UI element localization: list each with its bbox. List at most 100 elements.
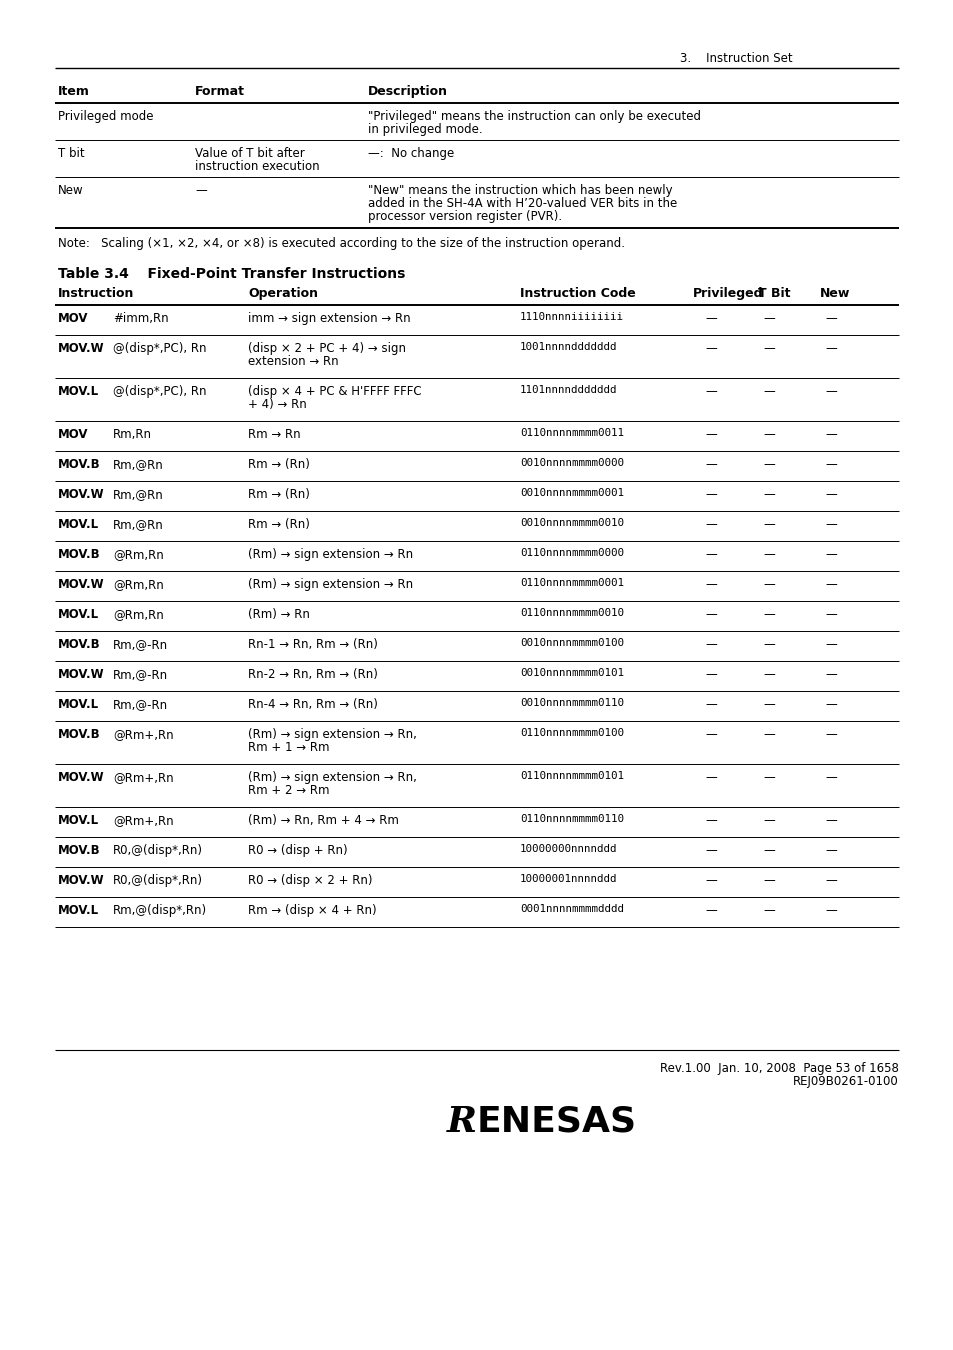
Text: MOV.W: MOV.W (58, 487, 105, 501)
Text: —: — (824, 518, 836, 531)
Text: —: — (824, 312, 836, 325)
Text: Privileged: Privileged (692, 288, 762, 300)
Text: T bit: T bit (58, 147, 85, 161)
Text: MOV.W: MOV.W (58, 578, 105, 591)
Text: Value of T bit after: Value of T bit after (194, 147, 304, 161)
Text: 0010nnnnmmmm0110: 0010nnnnmmmm0110 (519, 698, 623, 707)
Text: processor version register (PVR).: processor version register (PVR). (368, 211, 561, 223)
Text: —: — (704, 844, 716, 857)
Text: MOV.L: MOV.L (58, 608, 99, 621)
Text: —: — (194, 184, 207, 197)
Text: —: — (704, 873, 716, 887)
Text: —: — (762, 428, 774, 441)
Text: Rev.1.00  Jan. 10, 2008  Page 53 of 1658: Rev.1.00 Jan. 10, 2008 Page 53 of 1658 (659, 1062, 898, 1075)
Text: #imm,Rn: #imm,Rn (112, 312, 169, 325)
Text: (Rm) → Rn: (Rm) → Rn (248, 608, 310, 621)
Text: —: — (762, 728, 774, 741)
Text: —: — (704, 904, 716, 917)
Text: Table 3.4: Table 3.4 (58, 267, 129, 281)
Text: Description: Description (368, 85, 448, 99)
Text: Rm,@Rn: Rm,@Rn (112, 487, 164, 501)
Text: —: — (824, 668, 836, 680)
Text: —: — (704, 668, 716, 680)
Text: 1001nnnnddddddd: 1001nnnnddddddd (519, 342, 617, 352)
Text: —: — (824, 428, 836, 441)
Text: MOV.L: MOV.L (58, 814, 99, 828)
Text: Operation: Operation (248, 288, 317, 300)
Text: Fixed-Point Transfer Instructions: Fixed-Point Transfer Instructions (128, 267, 405, 281)
Text: (Rm) → Rn, Rm + 4 → Rm: (Rm) → Rn, Rm + 4 → Rm (248, 814, 398, 828)
Text: MOV.B: MOV.B (58, 728, 100, 741)
Text: Rm,@Rn: Rm,@Rn (112, 458, 164, 471)
Text: —: — (704, 548, 716, 562)
Text: (disp × 2 + PC + 4) → sign: (disp × 2 + PC + 4) → sign (248, 342, 406, 355)
Text: Format: Format (194, 85, 245, 99)
Text: New: New (58, 184, 84, 197)
Text: Rm → Rn: Rm → Rn (248, 428, 300, 441)
Text: Rm,Rn: Rm,Rn (112, 428, 152, 441)
Text: —: — (704, 518, 716, 531)
Text: 1110nnnniiiiiiii: 1110nnnniiiiiiii (519, 312, 623, 323)
Text: 0010nnnnmmmm0101: 0010nnnnmmmm0101 (519, 668, 623, 678)
Text: 0010nnnnmmmm0000: 0010nnnnmmmm0000 (519, 458, 623, 468)
Text: MOV: MOV (58, 428, 89, 441)
Text: @Rm+,Rn: @Rm+,Rn (112, 814, 173, 828)
Text: —: — (762, 608, 774, 621)
Text: —: — (762, 458, 774, 471)
Text: Rm → (Rn): Rm → (Rn) (248, 518, 310, 531)
Text: @Rm,Rn: @Rm,Rn (112, 578, 164, 591)
Text: + 4) → Rn: + 4) → Rn (248, 398, 307, 410)
Text: Rm,@Rn: Rm,@Rn (112, 518, 164, 531)
Text: Item: Item (58, 85, 90, 99)
Text: @Rm+,Rn: @Rm+,Rn (112, 728, 173, 741)
Text: 10000001nnnnddd: 10000001nnnnddd (519, 873, 617, 884)
Text: —: — (762, 342, 774, 355)
Text: —: — (824, 578, 836, 591)
Text: instruction execution: instruction execution (194, 161, 319, 173)
Text: Rm → (Rn): Rm → (Rn) (248, 487, 310, 501)
Text: R: R (447, 1106, 476, 1139)
Text: —: — (762, 698, 774, 711)
Text: —: — (762, 312, 774, 325)
Text: @Rm,Rn: @Rm,Rn (112, 608, 164, 621)
Text: 0010nnnnmmmm0010: 0010nnnnmmmm0010 (519, 518, 623, 528)
Text: MOV.W: MOV.W (58, 342, 105, 355)
Text: imm → sign extension → Rn: imm → sign extension → Rn (248, 312, 410, 325)
Text: R0 → (disp + Rn): R0 → (disp + Rn) (248, 844, 347, 857)
Text: extension → Rn: extension → Rn (248, 355, 338, 369)
Text: —: — (704, 487, 716, 501)
Text: —: — (824, 458, 836, 471)
Text: —: — (762, 385, 774, 398)
Text: —: — (824, 728, 836, 741)
Text: —: — (824, 342, 836, 355)
Text: 10000000nnnnddd: 10000000nnnnddd (519, 844, 617, 855)
Text: Rm → (disp × 4 + Rn): Rm → (disp × 4 + Rn) (248, 904, 376, 917)
Text: —: — (824, 487, 836, 501)
Text: —: — (704, 458, 716, 471)
Text: MOV.L: MOV.L (58, 518, 99, 531)
Text: Rm,@-Rn: Rm,@-Rn (112, 639, 168, 651)
Text: 1101nnnnddddddd: 1101nnnnddddddd (519, 385, 617, 396)
Text: REJ09B0261-0100: REJ09B0261-0100 (792, 1075, 898, 1088)
Text: 0001nnnnmmmmdddd: 0001nnnnmmmmdddd (519, 904, 623, 914)
Text: R0,@(disp*,Rn): R0,@(disp*,Rn) (112, 873, 203, 887)
Text: Rn-4 → Rn, Rm → (Rn): Rn-4 → Rn, Rm → (Rn) (248, 698, 377, 711)
Text: 0110nnnnmmmm0011: 0110nnnnmmmm0011 (519, 428, 623, 437)
Text: 0110nnnnmmmm0000: 0110nnnnmmmm0000 (519, 548, 623, 558)
Text: —: — (824, 844, 836, 857)
Text: —: — (762, 771, 774, 784)
Text: —: — (824, 639, 836, 651)
Text: Privileged mode: Privileged mode (58, 109, 153, 123)
Text: 0010nnnnmmmm0100: 0010nnnnmmmm0100 (519, 639, 623, 648)
Text: Note:   Scaling (×1, ×2, ×4, or ×8) is executed according to the size of the ins: Note: Scaling (×1, ×2, ×4, or ×8) is exe… (58, 238, 624, 250)
Text: (disp × 4 + PC & H'FFFF FFFC: (disp × 4 + PC & H'FFFF FFFC (248, 385, 421, 398)
Text: MOV.B: MOV.B (58, 639, 100, 651)
Text: R0,@(disp*,Rn): R0,@(disp*,Rn) (112, 844, 203, 857)
Text: Rn-2 → Rn, Rm → (Rn): Rn-2 → Rn, Rm → (Rn) (248, 668, 377, 680)
Text: Instruction Code: Instruction Code (519, 288, 635, 300)
Text: —: — (704, 771, 716, 784)
Text: T Bit: T Bit (758, 288, 790, 300)
Text: 0010nnnnmmmm0001: 0010nnnnmmmm0001 (519, 487, 623, 498)
Text: added in the SH-4A with H’20-valued VER bits in the: added in the SH-4A with H’20-valued VER … (368, 197, 677, 211)
Text: —: — (824, 385, 836, 398)
